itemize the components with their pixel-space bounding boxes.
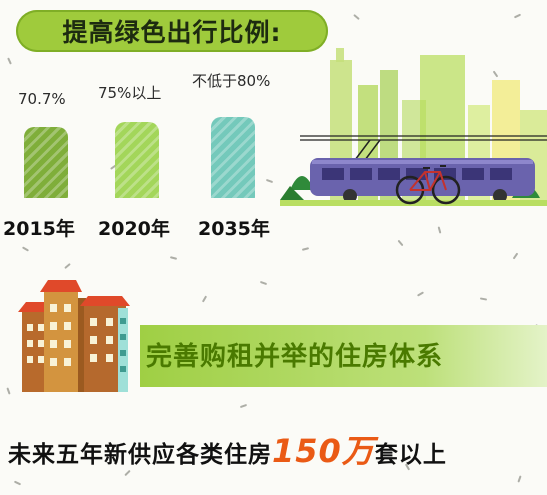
bar-label-2020: 75%以上	[98, 84, 162, 102]
bar-2035	[211, 117, 255, 198]
buildings-illustration	[18, 280, 130, 392]
bar-2015	[24, 127, 68, 198]
housing-band	[140, 325, 547, 387]
supply-suffix: 套以上	[374, 442, 447, 468]
bar-2020	[115, 122, 159, 198]
housing-title: 完善购租并举的住房体系	[146, 342, 444, 372]
year-2035: 2035年	[198, 218, 270, 240]
bar-label-2015: 70.7%	[18, 90, 66, 108]
city-bus-illustration	[280, 48, 547, 206]
title-banner: 提高绿色出行比例:	[16, 10, 328, 52]
supply-number: 150万	[272, 432, 375, 470]
page-title: 提高绿色出行比例:	[62, 18, 282, 47]
supply-prefix: 未来五年新供应各类住房	[8, 442, 272, 468]
bar-label-2035: 不低于80%	[192, 72, 271, 90]
year-2020: 2020年	[98, 218, 170, 240]
supply-line: 未来五年新供应各类住房150万套以上	[8, 426, 447, 472]
year-2015: 2015年	[3, 218, 75, 240]
